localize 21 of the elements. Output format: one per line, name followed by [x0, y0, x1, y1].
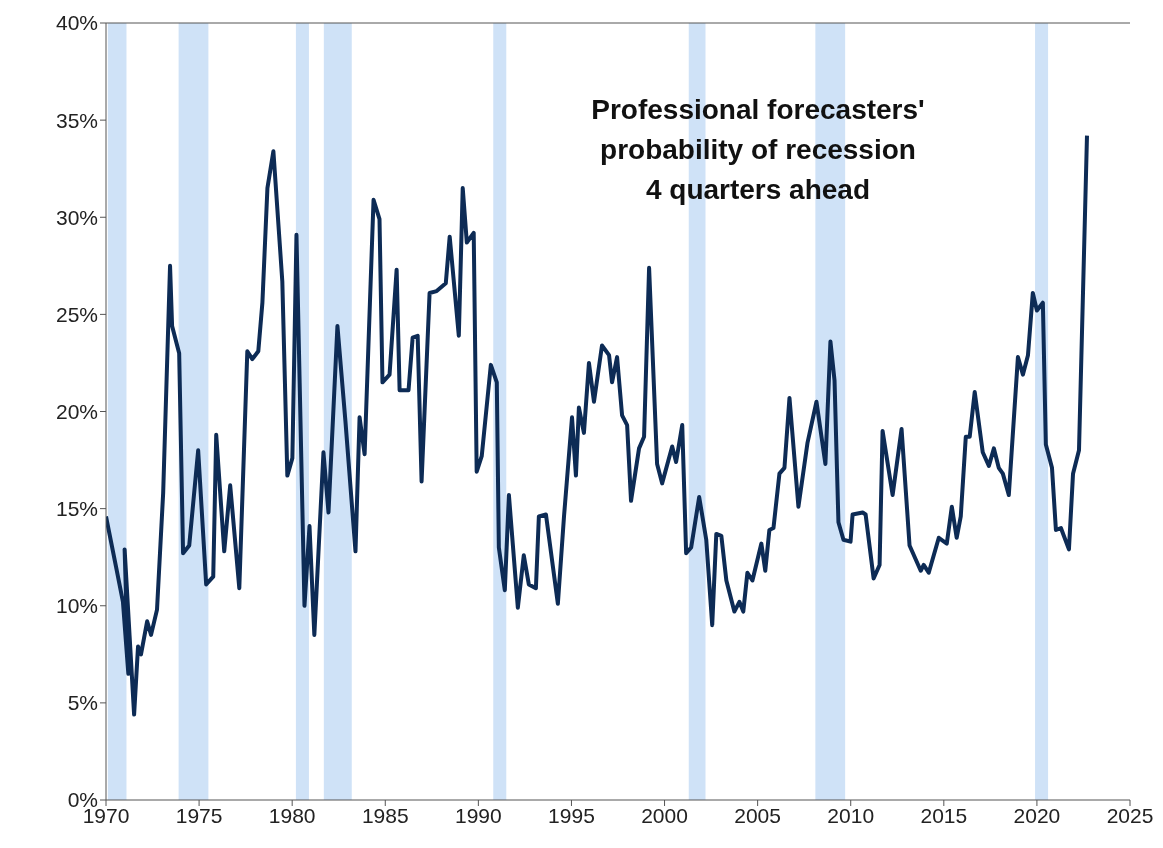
x-tick-label: 1975	[175, 803, 223, 827]
x-tick-label: 2025	[1106, 803, 1154, 827]
y-tick-label: 35%	[55, 108, 98, 132]
y-tick-label: 20%	[55, 399, 98, 423]
line-series	[106, 133, 1089, 717]
y-tick-label: 5%	[67, 691, 98, 715]
y-tick-label: 40%	[55, 11, 98, 35]
y-tick-label: 25%	[55, 302, 98, 326]
x-tick-label: 2015	[920, 803, 968, 827]
x-tick-label: 1995	[548, 803, 595, 827]
y-tick-label: 10%	[55, 594, 98, 618]
x-tick-label: 1985	[361, 803, 409, 827]
x-tick-label: 2000	[641, 803, 688, 827]
x-tick-label: 1990	[455, 803, 502, 827]
text: Professional forecasters' probability of recession 4 quarters ahead	[590, 93, 926, 207]
x-tick-label: 2005	[734, 803, 781, 827]
x-tick-label: 2020	[1013, 803, 1061, 827]
y-tick-label: 30%	[55, 205, 98, 229]
y-tick-label: 15%	[55, 497, 98, 521]
x-tick-label: 2010	[827, 803, 875, 827]
x-tick-label: 1980	[268, 803, 316, 827]
